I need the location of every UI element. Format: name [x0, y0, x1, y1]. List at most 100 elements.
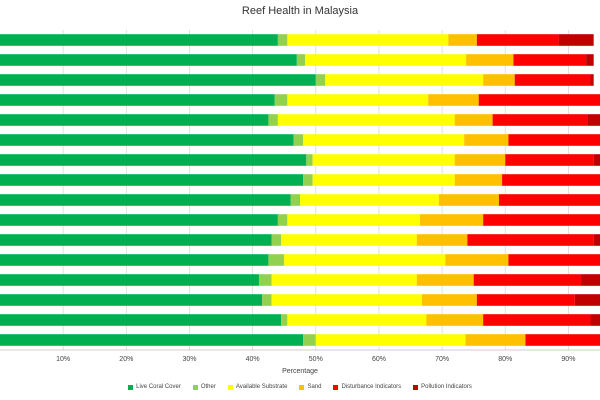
bar-segment-other — [293, 134, 304, 146]
bar-segment-pollution-indicators — [558, 34, 594, 46]
bar-segment-sand — [445, 254, 509, 266]
bar-segment-available-substrate — [271, 294, 422, 306]
bar-segment-live-coral-cover — [0, 34, 278, 46]
legend-item: Disturbance Indicators — [333, 384, 401, 390]
legend-label: Other — [200, 384, 216, 390]
legend-label: Disturbance Indicators — [341, 384, 402, 390]
chart-title: Reef Health in Malaysia — [241, 5, 359, 17]
bar-segment-disturbance-indicators — [508, 134, 600, 146]
legend-item: Sand — [299, 384, 321, 390]
legend-item: Pollution Indicators — [413, 384, 472, 390]
x-tick-label: 20% — [119, 356, 133, 363]
bar-segment-other — [262, 294, 272, 306]
bar-segment-pollution-indicators — [586, 54, 594, 66]
bar-segment-disturbance-indicators — [513, 54, 587, 66]
legend-label: Sand — [307, 384, 322, 390]
bar-segment-disturbance-indicators — [483, 214, 600, 226]
bar-segment-live-coral-cover — [0, 174, 304, 186]
bar-segment-available-substrate — [277, 114, 455, 126]
bar-segment-live-coral-cover — [0, 154, 307, 166]
bar-segment-sand — [428, 94, 479, 106]
bar-segment-available-substrate — [312, 174, 455, 186]
bar-segment-other — [303, 174, 313, 186]
bar-segment-other — [303, 334, 316, 346]
legend-item: Other — [192, 384, 216, 390]
bar-segment-other — [290, 194, 300, 206]
legend-item: Available Substrate — [227, 384, 288, 390]
bar-segment-live-coral-cover — [0, 114, 269, 126]
bar-segment-available-substrate — [287, 94, 429, 106]
bar-segment-live-coral-cover — [0, 134, 294, 146]
bar-segment-disturbance-indicators — [476, 34, 559, 46]
x-axis-label: Percentage — [282, 368, 318, 375]
bar-segment-live-coral-cover — [0, 334, 304, 346]
bar-segment-pollution-indicators — [587, 114, 600, 126]
bar-segment-other — [277, 214, 288, 226]
bar-segment-available-substrate — [300, 194, 439, 206]
bar-segment-sand — [421, 294, 477, 306]
bar-segment-sand — [483, 74, 515, 86]
bar-segment-disturbance-indicators — [467, 234, 594, 246]
legend-item: Live Coral Cover — [128, 384, 181, 390]
x-tick-label: 80% — [498, 356, 512, 363]
legend-label: Available Substrate — [235, 384, 288, 390]
chart-legend: Live Coral Cover Other Available Substrate… — [0, 384, 600, 390]
bar-segment-pollution-indicators — [574, 294, 600, 306]
bar-segment-live-coral-cover — [0, 254, 269, 266]
bar-segment-live-coral-cover — [0, 234, 272, 246]
bar-segment-other — [268, 254, 285, 266]
bar-segment-pollution-indicators — [581, 274, 600, 286]
bar-segment-disturbance-indicators — [498, 194, 600, 206]
legend-swatch — [192, 384, 198, 390]
legend-swatch — [413, 384, 419, 390]
x-tick-label: 70% — [435, 356, 449, 363]
bar-segment-available-substrate — [271, 274, 417, 286]
bar-segment-sand — [464, 134, 509, 146]
bar-segment-disturbance-indicators — [478, 94, 600, 106]
legend-swatch — [299, 384, 305, 390]
bar-segment-available-substrate — [281, 234, 417, 246]
bar-segment-available-substrate — [287, 214, 420, 226]
bar-segment-pollution-indicators — [590, 74, 594, 86]
x-tick-label: 60% — [372, 356, 386, 363]
bar-segment-sand — [416, 234, 468, 246]
bar-segment-sand — [454, 114, 493, 126]
bar-segment-other — [274, 94, 288, 106]
bar-segment-sand — [466, 54, 514, 66]
bar-segment-available-substrate — [325, 74, 484, 86]
bar-segment-available-substrate — [284, 254, 446, 266]
bar-segment-disturbance-indicators — [525, 334, 600, 346]
bar-segment-disturbance-indicators — [492, 114, 588, 126]
x-tick-label: 50% — [309, 356, 323, 363]
bar-segment-disturbance-indicators — [514, 74, 591, 86]
x-tick-label: 40% — [246, 356, 260, 363]
bar-segment-other — [258, 274, 272, 286]
bar-segment-disturbance-indicators — [476, 294, 575, 306]
legend-swatch — [333, 384, 339, 390]
bar-segment-sand — [416, 274, 474, 286]
x-tick-label: 10% — [56, 356, 70, 363]
bar-segment-pollution-indicators — [593, 154, 600, 166]
bar-segment-pollution-indicators — [590, 314, 600, 326]
bar-segment-available-substrate — [312, 154, 455, 166]
legend-swatch — [227, 384, 233, 390]
x-tick-label: 90% — [561, 356, 575, 363]
bar-segment-available-substrate — [287, 314, 427, 326]
bar-segment-live-coral-cover — [0, 54, 297, 66]
bar-segment-sand — [454, 154, 506, 166]
bar-segment-live-coral-cover — [0, 194, 291, 206]
bar-segment-disturbance-indicators — [502, 174, 600, 186]
bar-segment-sand — [448, 34, 477, 46]
bar-segment-live-coral-cover — [0, 274, 259, 286]
bar-segment-pollution-indicators — [593, 234, 600, 246]
bar-segment-disturbance-indicators — [483, 314, 591, 326]
bar-segment-sand — [465, 334, 526, 346]
bar-segment-sand — [454, 174, 503, 186]
bar-segment-available-substrate — [287, 34, 449, 46]
bar-segment-disturbance-indicators — [508, 254, 600, 266]
bar-segment-available-substrate — [315, 334, 466, 346]
bar-segment-live-coral-cover — [0, 294, 263, 306]
bar-segment-sand — [420, 214, 484, 226]
